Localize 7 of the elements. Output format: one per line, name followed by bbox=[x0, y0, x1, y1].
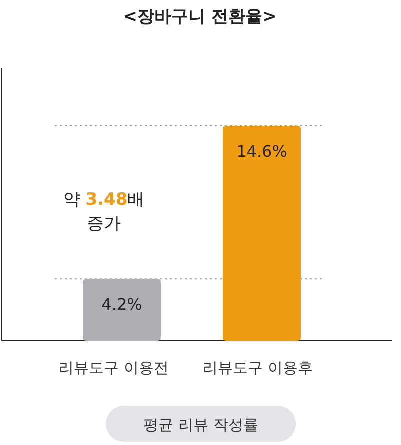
data-label: 14.6% bbox=[236, 142, 288, 161]
chart-title: <장바구니 전환율> bbox=[123, 7, 277, 27]
x-tick-label: 리뷰도구 이용후 bbox=[203, 359, 313, 377]
x-axis-title: 평균 리뷰 작성률 bbox=[144, 416, 258, 434]
data-label: 4.2% bbox=[102, 295, 142, 314]
x-tick-label: 리뷰도구 이용전 bbox=[59, 359, 169, 377]
annotation: 약 3.48배 증가 bbox=[63, 190, 145, 234]
